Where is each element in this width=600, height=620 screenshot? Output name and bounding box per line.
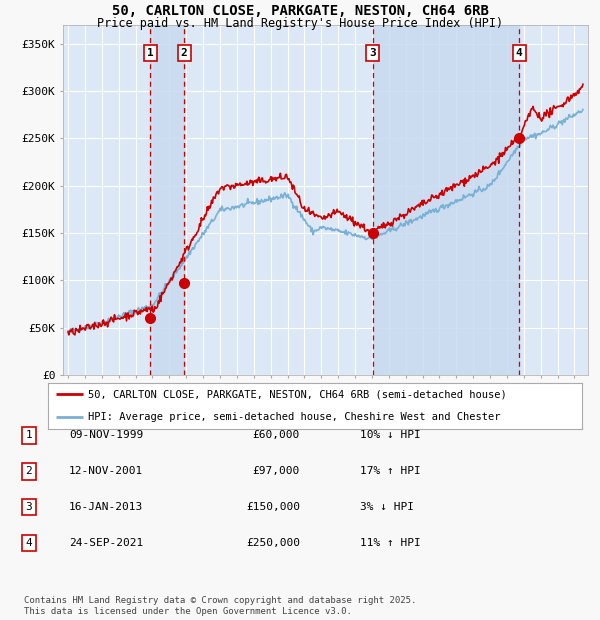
Text: 4: 4 [516,48,523,58]
Text: 10% ↓ HPI: 10% ↓ HPI [360,430,421,440]
Text: £97,000: £97,000 [253,466,300,476]
Bar [373,25,519,375]
Text: £60,000: £60,000 [253,430,300,440]
Text: 50, CARLTON CLOSE, PARKGATE, NESTON, CH64 6RB (semi-detached house): 50, CARLTON CLOSE, PARKGATE, NESTON, CH6… [88,389,507,399]
Text: 1: 1 [147,48,154,58]
Text: 11% ↑ HPI: 11% ↑ HPI [360,538,421,548]
Text: 4: 4 [25,538,32,548]
Text: 3% ↓ HPI: 3% ↓ HPI [360,502,414,512]
Text: 2: 2 [181,48,187,58]
Text: 17% ↑ HPI: 17% ↑ HPI [360,466,421,476]
Text: HPI: Average price, semi-detached house, Cheshire West and Chester: HPI: Average price, semi-detached house,… [88,412,500,422]
Text: 24-SEP-2021: 24-SEP-2021 [69,538,143,548]
Text: 09-NOV-1999: 09-NOV-1999 [69,430,143,440]
Text: Price paid vs. HM Land Registry's House Price Index (HPI): Price paid vs. HM Land Registry's House … [97,17,503,30]
Text: 16-JAN-2013: 16-JAN-2013 [69,502,143,512]
Text: 50, CARLTON CLOSE, PARKGATE, NESTON, CH64 6RB: 50, CARLTON CLOSE, PARKGATE, NESTON, CH6… [112,4,488,19]
Text: £150,000: £150,000 [246,502,300,512]
Text: 3: 3 [25,502,32,512]
Text: 1: 1 [25,430,32,440]
Text: 2: 2 [25,466,32,476]
Text: 3: 3 [369,48,376,58]
Text: Contains HM Land Registry data © Crown copyright and database right 2025.
This d: Contains HM Land Registry data © Crown c… [24,596,416,616]
Bar [150,25,184,375]
Text: 12-NOV-2001: 12-NOV-2001 [69,466,143,476]
Text: £250,000: £250,000 [246,538,300,548]
